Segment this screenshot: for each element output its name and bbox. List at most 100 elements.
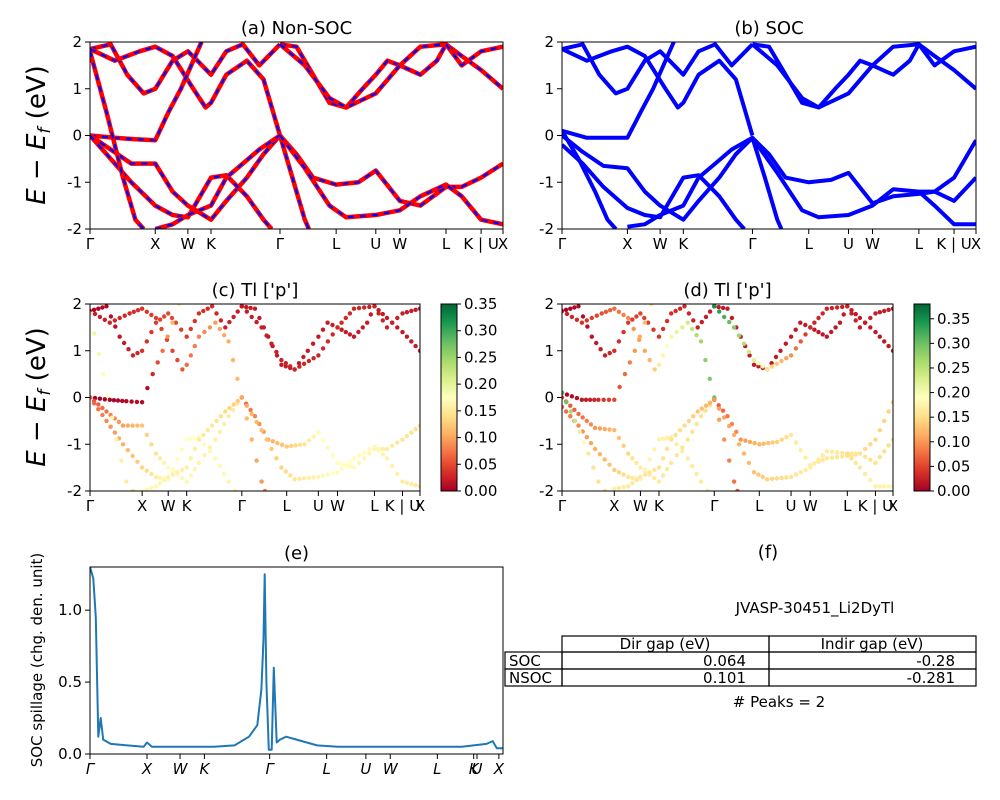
band-point <box>192 318 197 324</box>
d-ytick-label: 2 <box>544 295 554 313</box>
band-point <box>669 334 674 339</box>
c-colorbar-tick-label: 0.05 <box>464 455 497 473</box>
band-point <box>674 329 679 335</box>
band-point <box>712 304 717 309</box>
band-point <box>630 456 635 461</box>
band-point <box>765 477 770 482</box>
band-point <box>115 398 121 403</box>
band-point <box>890 306 893 311</box>
band-point <box>202 329 207 335</box>
band-point <box>574 395 580 401</box>
band-point <box>400 479 405 484</box>
band-point <box>564 400 569 405</box>
a-ytick-label: -1 <box>67 173 82 191</box>
band-point <box>157 456 163 461</box>
b-title: (b) SOC <box>734 18 803 39</box>
band-point <box>235 309 240 314</box>
band-point <box>284 444 289 449</box>
band-point <box>217 326 222 332</box>
band-point <box>857 451 863 456</box>
band-point <box>161 477 167 483</box>
band-point <box>873 460 878 466</box>
band-point <box>563 409 569 414</box>
table-row-nsoc-label: NSOC <box>509 669 552 687</box>
band-point <box>669 460 674 466</box>
band-point <box>812 327 817 332</box>
band-point <box>356 453 362 458</box>
band-point <box>690 429 695 434</box>
band-point <box>793 346 799 351</box>
band-point <box>626 315 631 321</box>
c-colorbar-tick-label: 0.30 <box>464 322 497 340</box>
band-point <box>756 364 761 369</box>
band-point <box>837 320 843 325</box>
band-point <box>244 403 249 408</box>
band-point <box>184 334 189 339</box>
band-point <box>347 464 353 469</box>
d-colorbar-fill <box>913 303 931 492</box>
band-point <box>734 429 739 434</box>
e-frame <box>89 566 504 755</box>
band-point <box>288 364 293 369</box>
band-point <box>124 399 129 404</box>
band-point <box>656 334 662 339</box>
band-point <box>395 440 400 445</box>
band-point <box>209 304 215 309</box>
band-point <box>144 339 149 344</box>
a-title: (a) Non-SOC <box>241 18 352 39</box>
band-point <box>218 414 224 419</box>
band-point <box>816 315 821 321</box>
b-xtick-label: W <box>865 235 880 253</box>
band-point <box>296 361 302 366</box>
band-point <box>201 308 206 314</box>
band-point <box>886 409 891 414</box>
band-point <box>751 470 757 475</box>
d-colorbar-tick-label: 0.20 <box>937 384 970 402</box>
band-point <box>367 304 372 310</box>
table-cell-nsoc-indir <box>768 668 977 687</box>
band-point <box>563 307 569 312</box>
band-point <box>564 311 570 317</box>
band-point <box>227 319 232 325</box>
band-point <box>621 443 626 448</box>
band-point <box>214 418 219 424</box>
band-point <box>747 353 752 358</box>
band-point <box>760 364 765 369</box>
band-point <box>121 340 127 346</box>
a-xtick-label: X <box>498 235 508 253</box>
band-point <box>244 304 249 310</box>
band-point <box>873 311 878 316</box>
a-plot-area <box>90 42 503 229</box>
band-point <box>574 317 580 322</box>
band-point <box>390 320 395 325</box>
band-point <box>116 419 122 425</box>
band-point <box>584 318 589 323</box>
band-point <box>882 339 887 344</box>
c-title: (c) Tl ['p'] <box>212 280 299 301</box>
band-point <box>857 325 863 330</box>
band-point <box>311 475 316 480</box>
band-point <box>674 453 679 458</box>
band-point <box>320 438 326 443</box>
band-point <box>376 308 381 313</box>
band-point <box>117 334 122 339</box>
c-frame <box>89 303 421 492</box>
b-ytick-label: 0 <box>544 127 554 145</box>
band-point <box>691 318 696 323</box>
band-point <box>330 453 335 458</box>
band-point <box>184 479 189 484</box>
band-point <box>184 465 189 470</box>
band-point <box>703 357 708 363</box>
band-point <box>139 423 145 428</box>
band-point <box>205 428 210 433</box>
e-xtick-label: X <box>493 760 505 778</box>
band-point <box>784 356 789 361</box>
band-point <box>812 461 817 466</box>
band-point <box>562 404 565 410</box>
band-point <box>372 444 377 449</box>
band-point <box>362 305 367 310</box>
band-point <box>569 314 575 320</box>
band-point <box>580 314 586 319</box>
band-point <box>161 460 167 466</box>
band-point <box>673 308 678 314</box>
